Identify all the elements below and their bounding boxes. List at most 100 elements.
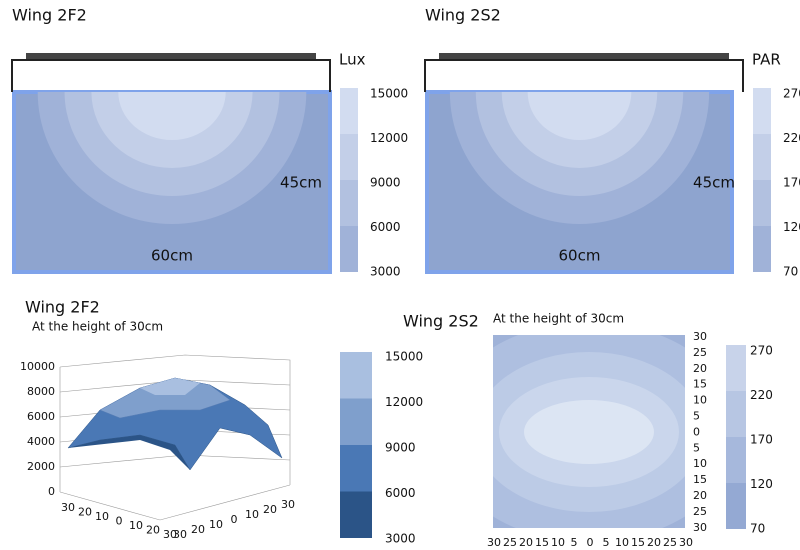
scale-label: 3000 — [385, 532, 416, 546]
bottom-tick-label: 5 — [603, 536, 610, 549]
z-tick-label: 0 — [48, 485, 55, 498]
surface-plot — [59, 354, 291, 521]
right-tick-label: 10 — [693, 394, 707, 407]
bottom-tick-label: 25 — [503, 536, 517, 549]
scale-band — [753, 134, 771, 180]
contour-map — [493, 335, 685, 528]
bottom-tick-label: 0 — [587, 536, 594, 549]
scale-label: 6000 — [385, 486, 416, 500]
light-fixture — [11, 59, 331, 92]
y-tick-label: 30 — [281, 498, 295, 511]
right-tick-label: 15 — [693, 378, 707, 391]
unit-label: PAR — [752, 51, 781, 69]
scale-band — [340, 226, 358, 272]
scale-label: 3000 — [370, 265, 401, 279]
scale-label: 70 — [750, 522, 765, 536]
contour — [527, 92, 632, 140]
panel-title: Wing 2S2 — [403, 312, 479, 331]
light-bar — [439, 53, 729, 59]
z-tick-label: 4000 — [27, 435, 55, 448]
x-tick-label: 30 — [61, 501, 75, 514]
unit-label: Lux — [339, 51, 366, 69]
width-label: 60cm — [559, 247, 601, 265]
right-tick-label: 5 — [693, 410, 700, 423]
scale-label: 6000 — [370, 220, 401, 234]
bottom-tick-label: 20 — [647, 536, 661, 549]
right-tick-label: 30 — [693, 330, 707, 343]
light-fixture — [424, 59, 744, 92]
z-tick-label: 2000 — [27, 460, 55, 473]
scale-label: 12000 — [385, 395, 423, 409]
y-tick-label: 20 — [191, 523, 205, 536]
scale-label: 170 — [783, 176, 800, 190]
scale-band — [726, 437, 746, 483]
scale-band — [340, 491, 372, 538]
scale-label: 270 — [783, 87, 800, 101]
right-tick-label: 5 — [693, 441, 700, 454]
bottom-tick-label: 20 — [519, 536, 533, 549]
scale-band — [340, 398, 372, 445]
x-tick-label: 0 — [116, 515, 123, 528]
x-tick-label: 20 — [78, 506, 92, 519]
scale-label: 220 — [750, 388, 773, 402]
scale-label: 15000 — [385, 350, 423, 364]
scale-band — [726, 483, 746, 529]
right-tick-label: 25 — [693, 505, 707, 518]
bottom-tick-label: 5 — [571, 536, 578, 549]
right-tick-label: 15 — [693, 473, 707, 486]
scale-band — [340, 445, 372, 492]
scale-label: 70 — [783, 265, 798, 279]
y-tick-label: 20 — [263, 503, 277, 516]
panel-title: Wing 2F2 — [12, 6, 87, 25]
scale-band — [340, 352, 372, 399]
bottom-tick-label: 10 — [615, 536, 629, 549]
scale-label: 170 — [750, 433, 773, 447]
scale-label: 12000 — [370, 131, 408, 145]
scale-band — [753, 226, 771, 272]
scale-label: 120 — [783, 220, 800, 234]
right-tick-label: 0 — [693, 425, 700, 438]
panel-subtitle: At the height of 30cm — [32, 320, 163, 334]
height-label: 45cm — [693, 174, 735, 192]
scale-band — [340, 180, 358, 226]
bottom-tick-label: 25 — [663, 536, 677, 549]
right-tick-label: 10 — [693, 457, 707, 470]
bottom-tick-label: 15 — [535, 536, 549, 549]
scale-label: 9000 — [385, 441, 416, 455]
scale-band — [753, 88, 771, 134]
x-tick-label: 30 — [163, 528, 177, 541]
z-tick-label: 10000 — [20, 360, 55, 373]
z-tick-label: 6000 — [27, 410, 55, 423]
height-label: 45cm — [280, 174, 322, 192]
panel-title: Wing 2S2 — [425, 6, 501, 25]
bottom-tick-label: 15 — [631, 536, 645, 549]
bottom-tick-label: 30 — [487, 536, 501, 549]
scale-band — [340, 88, 358, 134]
x-tick-label: 20 — [146, 524, 160, 537]
panel-subtitle: At the height of 30cm — [493, 312, 624, 326]
scale-band — [726, 345, 746, 391]
bottom-tick-label: 30 — [679, 536, 693, 549]
right-tick-label: 25 — [693, 346, 707, 359]
contour — [118, 92, 226, 140]
y-tick-label: 10 — [209, 518, 223, 531]
panel-title: Wing 2F2 — [25, 298, 100, 317]
y-tick-label: 10 — [245, 508, 259, 521]
right-tick-label: 20 — [693, 489, 707, 502]
bottom-tick-label: 10 — [551, 536, 565, 549]
x-tick-label: 10 — [95, 510, 109, 523]
scale-label: 15000 — [370, 87, 408, 101]
scale-band — [753, 180, 771, 226]
scale-band — [726, 391, 746, 437]
x-tick-label: 10 — [129, 519, 143, 532]
y-tick-label: 0 — [231, 513, 238, 526]
scale-label: 270 — [750, 344, 773, 358]
light-bar — [26, 53, 316, 59]
width-label: 60cm — [151, 247, 193, 265]
z-tick-label: 8000 — [27, 385, 55, 398]
scale-label: 220 — [783, 131, 800, 145]
scale-label: 120 — [750, 477, 773, 491]
y-tick-label: 30 — [173, 528, 187, 541]
scale-band — [340, 134, 358, 180]
